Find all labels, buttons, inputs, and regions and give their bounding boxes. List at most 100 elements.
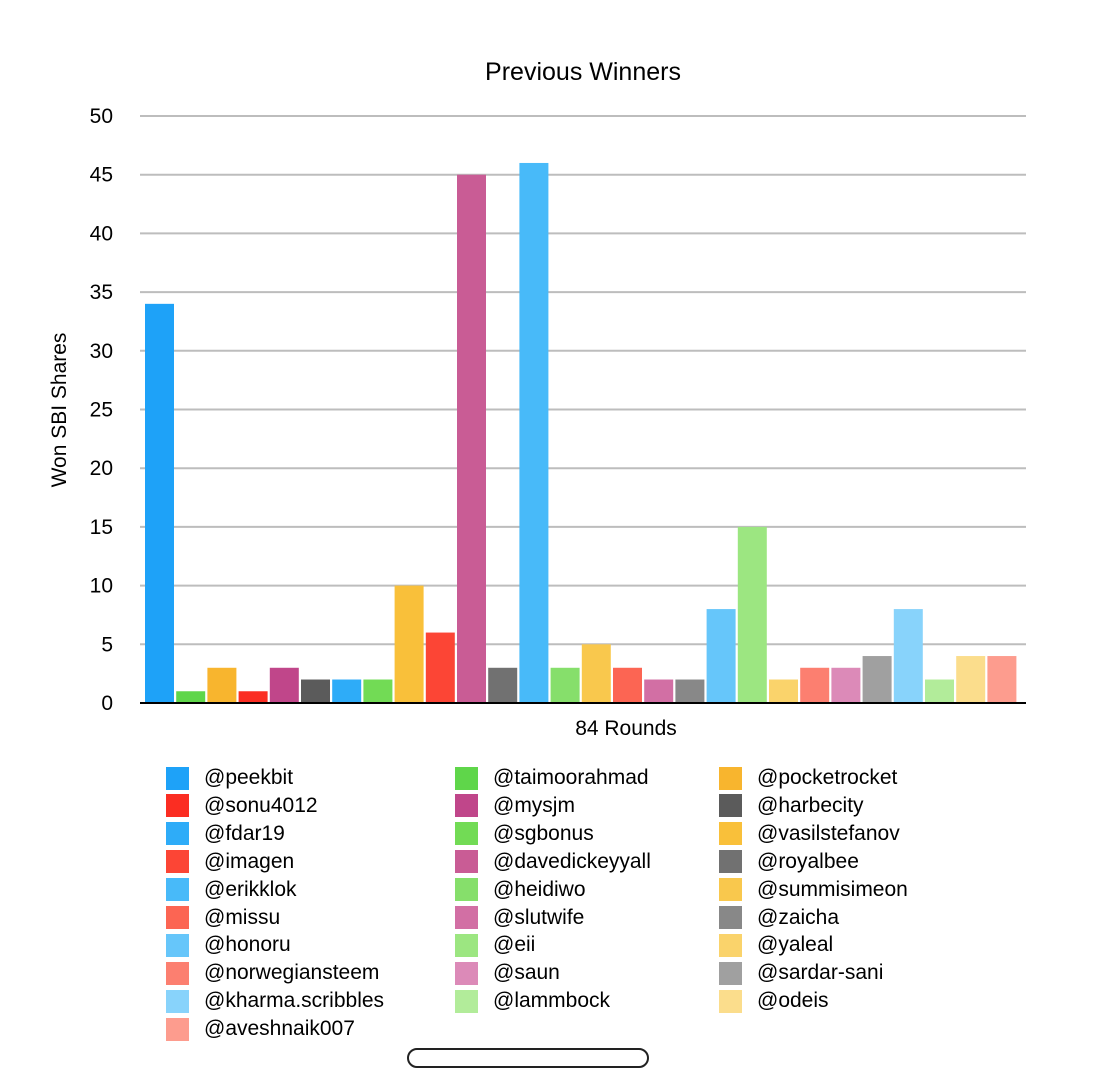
legend-label: @yaleal [757, 933, 834, 957]
y-tick-label: 5 [101, 633, 113, 656]
legend-item: @kharma.scribbles [166, 988, 384, 1014]
legend-label: @sgbonus [493, 821, 594, 845]
legend-label: @aveshnaik007 [204, 1017, 355, 1041]
legend-label: @missu [204, 905, 281, 929]
legend-item: @aveshnaik007 [166, 1016, 355, 1042]
legend-swatch [455, 878, 478, 902]
legend-label: @heidiwo [493, 877, 586, 901]
legend-item: @royalbee [719, 849, 859, 875]
legend-label: @mysjm [493, 793, 575, 817]
legend-item: @sardar-sani [719, 960, 883, 986]
legend-label: @erikklok [204, 877, 297, 901]
legend-item: @peekbit [166, 765, 293, 791]
legend-swatch [719, 989, 742, 1013]
bar-yaleal [769, 679, 798, 703]
bar-sonu4012 [238, 691, 268, 703]
gridlines [140, 115, 1026, 646]
bar-fdar19 [332, 679, 362, 703]
legend-label: @taimoorahmad [493, 766, 649, 789]
bar-eii [737, 526, 767, 703]
bar-taimoorahmad [176, 691, 206, 703]
legend-item: @davedickeyyall [455, 849, 651, 875]
bar-kharma-scribbles [893, 609, 923, 703]
legend-item: @odeis [719, 988, 829, 1014]
bar-summisimeon [581, 644, 611, 703]
legend-swatch [166, 933, 189, 957]
legend-item: @missu [166, 905, 280, 931]
legend-swatch [719, 794, 742, 818]
legend-swatch [719, 906, 742, 929]
bar-saun [831, 667, 861, 703]
bar-heidiwo [550, 667, 580, 703]
legend-swatch [455, 850, 478, 874]
bars [145, 162, 1017, 703]
bar-vasilstefanov [394, 585, 424, 703]
legend-swatch [166, 850, 189, 874]
legend-swatch [166, 878, 189, 902]
legend-item: @erikklok [166, 877, 297, 903]
y-tick-label: 45 [90, 164, 113, 187]
y-tick-label: 15 [90, 516, 113, 539]
legend-swatch [166, 906, 189, 929]
legend-label: @harbecity [757, 793, 864, 817]
legend-item: @yaleal [719, 932, 833, 958]
legend-swatch [166, 822, 189, 846]
legend-swatch [166, 794, 189, 818]
x-axis-title: 84 Rounds [575, 717, 677, 740]
bar-honoru [706, 609, 736, 703]
legend-label: @imagen [204, 849, 295, 873]
bar-davedickeyyall [457, 174, 486, 703]
legend-label: @honoru [204, 933, 291, 957]
bar-aveshnaik007 [987, 656, 1017, 703]
legend-swatch [719, 933, 742, 957]
legend-item: @mysjm [455, 793, 575, 819]
legend-label: @vasilstefanov [757, 821, 900, 845]
bar-odeis [956, 656, 986, 703]
legend-item: @sgbonus [455, 821, 594, 847]
legend-swatch [455, 906, 478, 929]
legend-swatch [166, 961, 189, 985]
y-tick-label: 30 [90, 340, 113, 363]
legend-item: @taimoorahmad [455, 765, 649, 791]
legend-item: @honoru [166, 932, 291, 958]
bar-missu [613, 667, 642, 703]
y-tick-label: 20 [90, 457, 113, 480]
y-axis-ticks: 0 5 10 15 20 25 30 35 40 45 50 [90, 105, 113, 715]
legend-swatch [719, 822, 742, 846]
legend-item: @summisimeon [719, 877, 908, 903]
y-tick-label: 25 [90, 399, 113, 422]
legend-item: @heidiwo [455, 877, 586, 903]
legend-swatch [455, 766, 478, 790]
legend-label: @odeis [757, 989, 829, 1013]
y-tick-label: 35 [90, 281, 113, 304]
legend-label: @kharma.scribbles [204, 989, 385, 1013]
legend-swatch [455, 961, 478, 985]
legend-label: @royalbee [757, 849, 859, 873]
legend-item: @eii [455, 932, 535, 958]
bar-royalbee [488, 667, 518, 703]
legend-label: @davedickeyyall [493, 849, 651, 873]
y-tick-label: 50 [90, 105, 113, 128]
legend-item: @vasilstefanov [719, 821, 900, 847]
legend-label: @norwegiansteem [204, 961, 380, 985]
legend-item: @harbecity [719, 793, 864, 819]
legend-label: @summisimeon [757, 877, 908, 901]
legend-label: @zaicha [757, 905, 840, 929]
legend-swatch [719, 850, 742, 874]
scroll-handle[interactable] [407, 1048, 649, 1068]
legend-label: @saun [493, 961, 560, 985]
bar-imagen [425, 632, 455, 703]
legend-swatch [166, 766, 189, 790]
y-tick-label: 0 [101, 692, 113, 715]
legend-item: @slutwife [455, 905, 584, 931]
legend-label: @sardar-sani [757, 961, 884, 985]
legend-item: @lammbock [455, 988, 610, 1014]
bar-norwegiansteem [800, 667, 830, 703]
legend-item: @pocketrocket [719, 765, 897, 791]
legend-swatch [455, 989, 478, 1013]
legend-swatch [455, 822, 478, 846]
bar-lammbock [925, 679, 954, 703]
bar-zaicha [675, 679, 705, 703]
bar-peekbit [145, 303, 174, 703]
